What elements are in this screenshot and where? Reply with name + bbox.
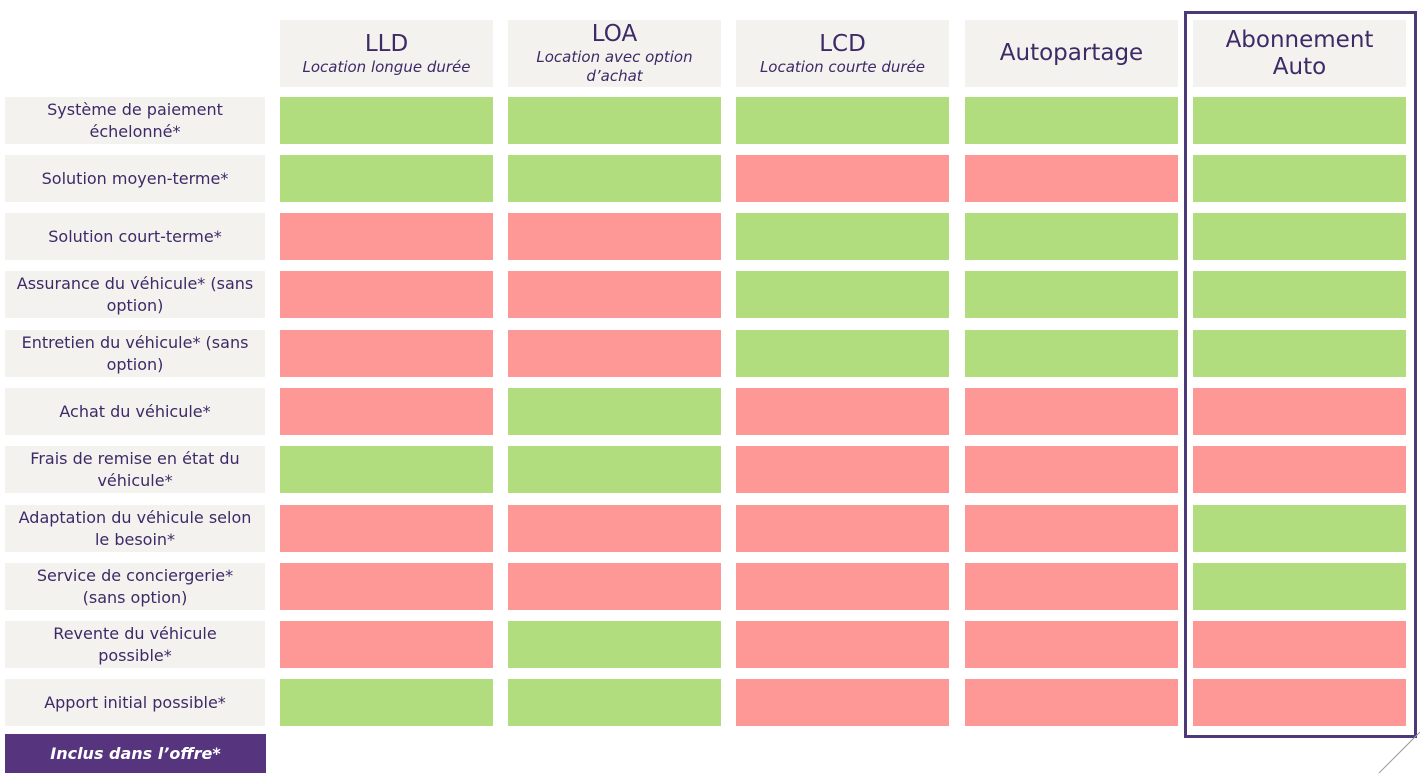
row-label: Solution moyen-terme* [5,155,265,202]
cell-included [280,446,493,493]
cell-not-included [736,446,949,493]
row-label: Revente du véhicule possible* [5,621,265,668]
row-label-text: Système de paiement échelonné* [47,99,223,141]
cell-not-included [965,679,1178,726]
cell-not-included [508,213,721,260]
column-title: Autopartage [999,40,1144,66]
row-label: Achat du véhicule* [5,388,265,435]
column-title: LOA [591,21,638,47]
cell-not-included [508,505,721,552]
row-label-text: Revente du véhicule possible* [53,623,217,665]
cell-not-included [965,446,1178,493]
cell-not-included [736,679,949,726]
cell-not-included [736,621,949,668]
row-label-text: Assurance du véhicule* (sans option) [16,273,254,315]
cell-included [1193,505,1406,552]
cell-not-included [280,388,493,435]
legend-inclus-dans-offre: Inclus dans l’offre* [5,734,266,773]
row-label: Adaptation du véhicule selon le besoin* [5,505,265,552]
row-label: Système de paiement échelonné* [5,97,265,144]
cell-not-included [1193,621,1406,668]
cell-included [280,97,493,144]
cell-included [965,271,1178,318]
column-subtitle: Location courte durée [759,57,926,76]
cell-not-included [965,621,1178,668]
row-label-text: Entretien du véhicule* (sans option) [21,332,249,374]
cell-included [508,155,721,202]
column-header-3: LCD Location courte durée [736,20,949,87]
cell-not-included [965,155,1178,202]
cell-not-included [508,330,721,377]
cell-not-included [280,621,493,668]
row-label: Frais de remise en état du véhicule* [5,446,265,493]
row-label: Solution court-terme* [5,213,265,260]
row-label: Assurance du véhicule* (sans option) [5,271,265,318]
cell-included [736,271,949,318]
cell-included [1193,155,1406,202]
cell-not-included [965,388,1178,435]
cell-not-included [508,563,721,610]
cell-not-included [1193,388,1406,435]
cell-included [508,621,721,668]
column-header-1: LLD Location longue durée [280,20,493,87]
cell-not-included [508,271,721,318]
cell-not-included [965,505,1178,552]
row-label-text: Adaptation du véhicule selon le besoin* [18,507,252,549]
row-label-text: Service de conciergerie* (sans option) [36,565,234,607]
cell-not-included [1193,679,1406,726]
corner-decoration-line [1378,731,1421,774]
cell-included [736,330,949,377]
cell-included [965,97,1178,144]
column-header-4: Autopartage [965,20,1178,87]
cell-included [1193,213,1406,260]
column-subtitle: Location longue durée [302,57,471,76]
row-label: Entretien du véhicule* (sans option) [5,330,265,377]
column-title: LCD [819,30,866,57]
cell-not-included [280,271,493,318]
legend-label: Inclus dans l’offre* [50,744,221,763]
cell-not-included [1193,446,1406,493]
cell-not-included [280,330,493,377]
cell-included [1193,97,1406,144]
cell-included [1193,330,1406,377]
column-title: Abonnement Auto [1225,26,1374,80]
cell-included [508,446,721,493]
cell-included [736,213,949,260]
cell-included [280,679,493,726]
cell-not-included [280,563,493,610]
cell-included [508,679,721,726]
row-label-text: Solution court-terme* [48,226,222,246]
column-title: LLD [364,30,409,57]
cell-included [508,97,721,144]
cell-included [1193,563,1406,610]
cell-included [965,330,1178,377]
column-subtitle: Location avec option d’achat [536,48,693,85]
cell-included [508,388,721,435]
cell-included [736,97,949,144]
cell-not-included [736,563,949,610]
cell-not-included [280,213,493,260]
cell-not-included [736,505,949,552]
cell-not-included [965,563,1178,610]
cell-not-included [736,155,949,202]
column-header-5: Abonnement Auto [1193,20,1406,87]
row-label-text: Solution moyen-terme* [41,168,229,188]
row-label-text: Apport initial possible* [44,692,226,712]
cell-not-included [280,505,493,552]
row-label-text: Achat du véhicule* [59,401,211,421]
row-label-text: Frais de remise en état du véhicule* [30,448,240,490]
row-label: Apport initial possible* [5,679,265,726]
column-header-2: LOA Location avec option d’achat [508,20,721,87]
row-label: Service de conciergerie* (sans option) [5,563,265,610]
cell-not-included [736,388,949,435]
cell-included [280,155,493,202]
cell-included [1193,271,1406,318]
cell-included [965,213,1178,260]
